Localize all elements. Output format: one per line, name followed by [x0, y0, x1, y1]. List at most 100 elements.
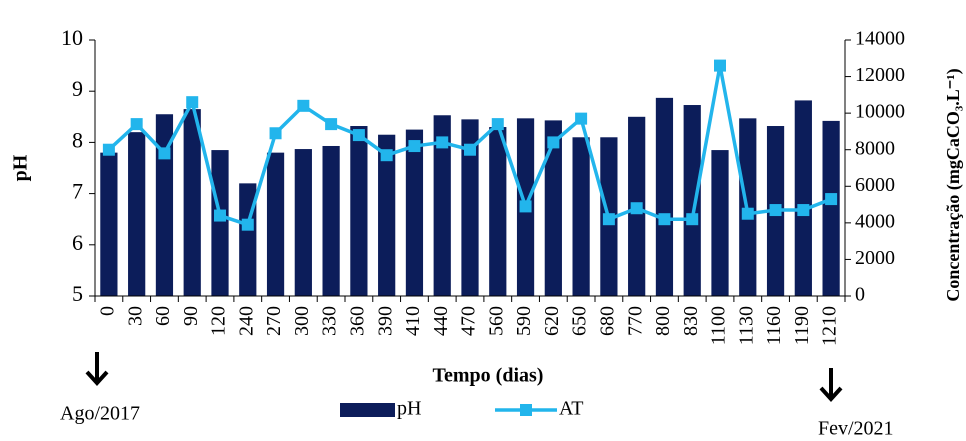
- x-tick-label: 1100: [708, 306, 730, 345]
- x-tick-label: 330: [319, 306, 341, 336]
- marker: [214, 209, 226, 222]
- x-tick-label: 120: [208, 306, 230, 336]
- bar: [211, 150, 229, 296]
- bar: [100, 152, 118, 296]
- legend-label: pH: [397, 398, 421, 420]
- x-tick-label: 800: [652, 306, 674, 336]
- bar: [822, 120, 840, 297]
- marker: [297, 99, 310, 112]
- x-tick-label: 90: [180, 306, 202, 326]
- bar: [433, 115, 451, 296]
- x-tick-label: 620: [541, 306, 563, 336]
- y2-tick-label: 8000: [855, 137, 895, 159]
- x-tick-label: 1190: [791, 306, 813, 345]
- marker: [241, 218, 254, 231]
- y-tick-label: 8: [72, 127, 83, 152]
- marker: [491, 118, 504, 131]
- x-tick-label: 1210: [819, 306, 841, 346]
- bar: [572, 137, 590, 296]
- marker: [602, 213, 615, 226]
- bar: [183, 109, 201, 297]
- x-tick-label: 1160: [763, 306, 785, 345]
- x-tick-label: 590: [513, 306, 535, 336]
- x-tick-label: 650: [569, 306, 591, 336]
- marker: [658, 213, 671, 226]
- y2-tick-label: 6000: [855, 174, 895, 196]
- marker: [519, 200, 532, 213]
- y2-tick-label: 0: [855, 284, 865, 306]
- x-tick-label: 770: [624, 306, 646, 336]
- bar: [350, 126, 368, 297]
- marker: [186, 96, 199, 109]
- marker: [686, 213, 699, 226]
- bar: [655, 97, 674, 296]
- bar: [155, 114, 174, 297]
- marker: [769, 204, 782, 217]
- marker: [102, 143, 115, 156]
- marker: [797, 204, 810, 217]
- bar: [294, 149, 312, 296]
- marker: [352, 129, 365, 142]
- bar: [322, 145, 340, 296]
- marker: [575, 112, 588, 125]
- y-tick-label: 10: [61, 25, 83, 50]
- y2-tick-label: 10000: [855, 101, 905, 123]
- bar: [461, 119, 479, 296]
- y2-tick-label: 2000: [855, 247, 895, 269]
- bar: [378, 134, 396, 296]
- y-tick-label: 9: [72, 76, 83, 101]
- x-tick-label: 30: [124, 306, 146, 326]
- bar: [544, 120, 562, 296]
- bar: [128, 132, 146, 296]
- x-tick-label: 1130: [735, 306, 757, 345]
- x-tick-label: 560: [485, 306, 507, 336]
- x-tick-label: 410: [402, 306, 424, 336]
- x-tick-label: 360: [346, 306, 368, 336]
- x-tick-label: 470: [458, 306, 480, 336]
- x-axis-title: Tempo (dias): [433, 365, 544, 387]
- x-tick-label: 0: [96, 306, 118, 316]
- bar: [489, 127, 507, 296]
- y2-axis-title: Concentração (mgCaCO₃.L⁻¹): [943, 68, 964, 301]
- legend-label: AT: [559, 398, 583, 420]
- y-axis-title: pH: [10, 154, 32, 181]
- marker: [547, 136, 560, 149]
- y-tick-label: 6: [72, 230, 83, 255]
- x-tick-label: 390: [374, 306, 396, 336]
- bar: [711, 150, 729, 296]
- annotation: Ago/2017: [60, 403, 140, 425]
- y2-tick-label: 4000: [855, 210, 895, 232]
- marker: [825, 193, 838, 206]
- x-tick-label: 440: [430, 306, 452, 336]
- x-tick-label: 270: [263, 306, 285, 336]
- x-tick-label: 830: [680, 306, 702, 336]
- marker: [269, 127, 282, 140]
- marker: [408, 140, 421, 153]
- bar: [266, 152, 285, 296]
- marker: [436, 136, 449, 149]
- marker: [741, 207, 754, 220]
- marker: [158, 147, 171, 160]
- x-tick-label: 680: [596, 306, 618, 336]
- marker: [380, 149, 393, 162]
- bar: [405, 129, 424, 296]
- marker: [325, 118, 338, 131]
- y-tick-label: 7: [72, 179, 83, 204]
- bar: [683, 105, 701, 296]
- legend-swatch: [340, 403, 395, 417]
- y2-tick-label: 14000: [855, 28, 905, 50]
- y2-tick-label: 12000: [855, 64, 905, 86]
- x-tick-label: 240: [235, 306, 257, 336]
- x-tick-label: 60: [152, 306, 174, 326]
- x-tick-label: 300: [291, 306, 313, 336]
- legend-swatch: [520, 404, 532, 416]
- marker: [630, 202, 643, 215]
- bar: [794, 100, 812, 296]
- marker: [714, 59, 726, 72]
- annotation: Fev/2021: [818, 418, 894, 440]
- marker: [464, 143, 476, 156]
- y-tick-label: 5: [72, 281, 83, 306]
- marker: [130, 118, 143, 131]
- arrow: [85, 352, 843, 402]
